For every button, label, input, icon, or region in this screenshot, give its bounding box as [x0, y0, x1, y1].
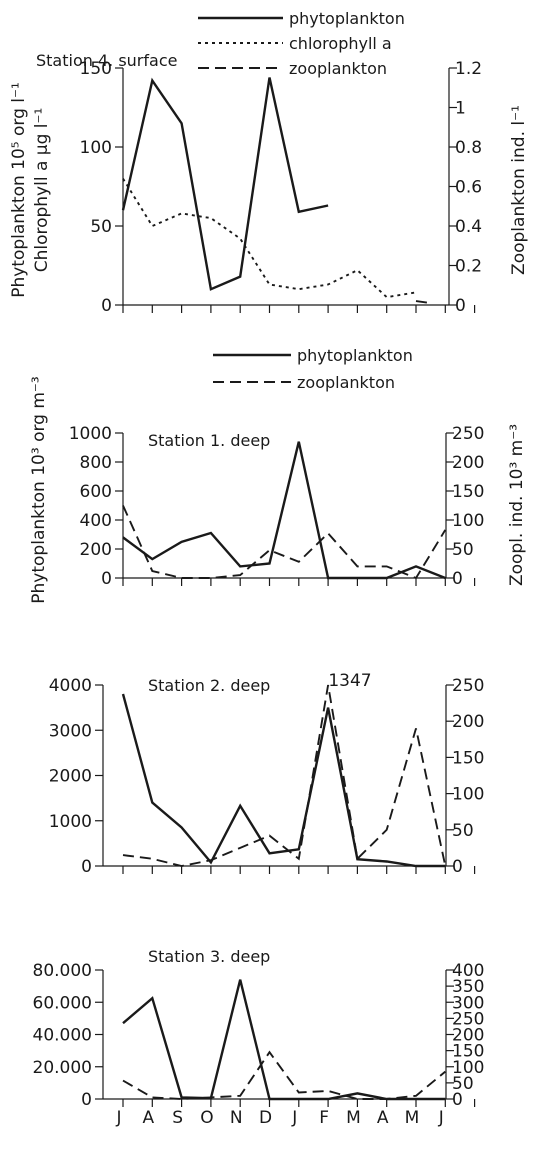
panel2-left-tick-label: 0	[101, 569, 112, 589]
panel4-left-tick-label: 40.000	[33, 1026, 92, 1046]
panel1-right-tick-label: 0.2	[455, 257, 482, 277]
panel3-title: Station 2. deep	[148, 676, 270, 695]
panel1-right-tick-label: 0	[455, 296, 466, 316]
panel4-x-tick-label: O	[200, 1108, 213, 1128]
panel4-x-tick-label: M	[405, 1108, 420, 1128]
panel1-right-tick-label: 0.6	[455, 178, 482, 198]
panel3-left-tick-label: 3000	[49, 721, 92, 741]
panel1-left-tick-label: 0	[101, 296, 112, 316]
panel4-x-tick-label: J	[291, 1108, 297, 1128]
panel4-right-tick-label: 400	[452, 961, 484, 981]
panel4-x-tick-label: S	[172, 1108, 183, 1128]
panel3-series-phytoplankton	[121, 693, 446, 868]
panel4-right-tick-label: 300	[452, 993, 484, 1013]
panel4-right-tick-label: 200	[452, 1026, 484, 1046]
panel2-left-tick-label: 200	[80, 540, 112, 560]
panel1-legend-label: phytoplankton	[289, 9, 405, 28]
panel4-x-tick-label: A	[142, 1108, 154, 1128]
panel4-title: Station 3. deep	[148, 947, 270, 966]
panel1-legend-label: chlorophyll a	[289, 34, 392, 53]
panel3-right-tick-label: 50	[452, 821, 474, 841]
panel4-x-tick-label: N	[230, 1108, 243, 1128]
panel4-series-zooplankton	[122, 1050, 446, 1100]
panel2-right-tick-label: 100	[452, 511, 484, 531]
panel3-series-zooplankton	[122, 684, 447, 867]
panel3-left-tick-label: 1000	[49, 812, 92, 832]
panel3-annotation: 1347	[328, 671, 371, 691]
panel3-left-tick-label: 4000	[49, 676, 92, 696]
panel2-right-tick-label: 0	[452, 569, 463, 589]
panel2-left-tick-label: 600	[80, 482, 112, 502]
panel3-left-tick-label: 0	[81, 857, 92, 877]
panel1-right-tick-label: 1	[455, 99, 466, 119]
panel1-left-tick-label: 100	[80, 138, 112, 158]
panel2-right-tick-label: 50	[452, 540, 474, 560]
panel4-x-tick-label: J	[438, 1108, 444, 1128]
panel1-title: Station 4. surface	[36, 51, 177, 70]
panel4-right-tick-label: 250	[452, 1009, 484, 1029]
panel4-right-tick-label: 350	[452, 977, 484, 997]
panel4-left-tick-label: 80.000	[33, 961, 92, 981]
panel4-x-tick-label: J	[115, 1108, 121, 1128]
panel4-series-phytoplankton	[122, 979, 446, 1101]
panel2-left-tick-label: 400	[80, 511, 112, 531]
panel2-left-axis-title: Phytoplankton 10³ org m⁻³	[29, 376, 49, 603]
panel1-left-axis-title-chlorophyll: Chlorophyll a µg l⁻¹	[32, 108, 52, 273]
panel4-x-tick-label: A	[377, 1108, 389, 1128]
panel3-left-tick-label: 2000	[49, 767, 92, 787]
panel2-right-tick-label: 250	[452, 424, 484, 444]
panel2-right-tick-label: 150	[452, 482, 484, 502]
panel2-legend-label: phytoplankton	[297, 346, 413, 365]
panel1-right-tick-label: 1.2	[455, 59, 482, 79]
panel1-series-zooplankton	[415, 300, 431, 304]
panel1-right-tick-label: 0.4	[455, 217, 482, 237]
panel3-right-tick-label: 150	[452, 748, 484, 768]
panel2-left-tick-label: 1000	[69, 424, 112, 444]
panel2-legend-label: zooplankton	[297, 373, 395, 392]
panel2-left-tick-label: 800	[80, 453, 112, 473]
panel4-x-tick-label: F	[319, 1108, 329, 1128]
panel1-left-tick-label: 50	[90, 217, 112, 237]
panel1-right-tick-label: 0.8	[455, 138, 482, 158]
panel4-x-tick-label: D	[259, 1108, 272, 1128]
panel3-right-tick-label: 250	[452, 676, 484, 696]
panel1-left-axis-title-phytoplankton: Phytoplankton 10⁵ org l⁻¹	[9, 82, 29, 298]
panel3-right-tick-label: 200	[452, 712, 484, 732]
panel1-legend-label: zooplankton	[289, 59, 387, 78]
panel2-series-zooplankton	[122, 505, 447, 580]
panel4-left-tick-label: 0	[81, 1090, 92, 1110]
panel2-right-tick-label: 200	[452, 453, 484, 473]
panel3-right-tick-label: 0	[452, 857, 463, 877]
panel2-right-axis-title: Zoopl. ind. 10³ m⁻³	[507, 424, 527, 586]
panel1-series-chlorophyll-a	[122, 178, 417, 299]
panel4-left-tick-label: 20.000	[33, 1058, 92, 1078]
panel1-left-tick-label: 150	[80, 59, 112, 79]
panel4-right-tick-label: 150	[452, 1042, 484, 1062]
panel2-series-phytoplankton	[122, 441, 446, 580]
panel4-right-tick-label: 0	[452, 1090, 463, 1110]
panel4-right-tick-label: 100	[452, 1058, 484, 1078]
panel4-left-tick-label: 60.000	[33, 993, 92, 1013]
panel4-right-tick-label: 50	[452, 1074, 474, 1094]
panel1-right-axis-title: Zooplankton ind. l⁻¹	[509, 105, 529, 275]
panel3-right-tick-label: 100	[452, 785, 484, 805]
panel4-x-tick-label: M	[346, 1108, 361, 1128]
panel2-title: Station 1. deep	[148, 431, 270, 450]
panel1-series-phytoplankton	[121, 77, 329, 291]
